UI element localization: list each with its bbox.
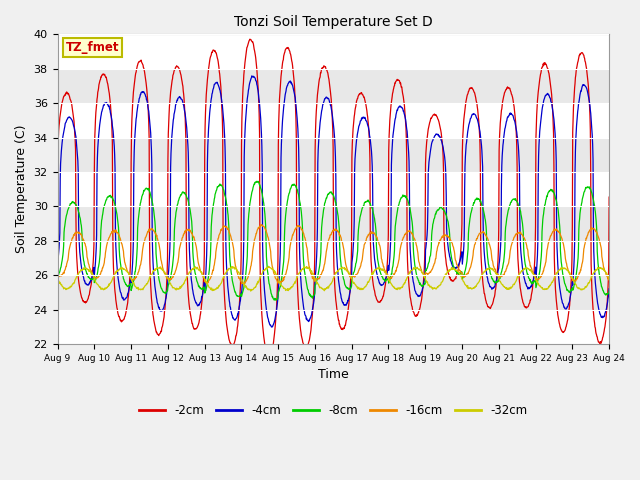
-16cm: [177, 242, 184, 248]
-8cm: [272, 297, 280, 303]
-32cm: [177, 284, 184, 289]
Bar: [58, 172, 609, 206]
-16cm: [163, 276, 171, 281]
-8cm: [177, 193, 184, 199]
Legend: -2cm, -4cm, -8cm, -16cm, -32cm: -2cm, -4cm, -8cm, -16cm, -32cm: [134, 399, 532, 422]
-4cm: [492, 280, 499, 286]
Bar: [58, 310, 609, 344]
Bar: [58, 103, 609, 138]
-32cm: [265, 264, 273, 269]
-16cm: [54, 273, 61, 278]
-8cm: [163, 288, 171, 294]
-2cm: [54, 194, 61, 200]
-2cm: [420, 277, 428, 283]
-8cm: [605, 288, 613, 294]
Line: -4cm: -4cm: [58, 76, 609, 327]
-32cm: [420, 272, 428, 278]
-8cm: [54, 274, 61, 280]
Line: -8cm: -8cm: [58, 181, 609, 300]
-2cm: [266, 353, 273, 359]
-8cm: [492, 279, 499, 285]
-4cm: [54, 261, 61, 267]
Title: Tonzi Soil Temperature Set D: Tonzi Soil Temperature Set D: [234, 15, 433, 29]
-8cm: [420, 282, 428, 288]
-2cm: [163, 279, 171, 285]
Bar: [58, 206, 609, 241]
-32cm: [541, 287, 548, 292]
-32cm: [238, 276, 246, 282]
-32cm: [54, 275, 61, 281]
Bar: [58, 35, 609, 69]
-2cm: [246, 36, 254, 42]
-2cm: [238, 116, 246, 121]
Line: -16cm: -16cm: [58, 225, 609, 284]
-32cm: [492, 271, 499, 276]
Text: TZ_fmet: TZ_fmet: [66, 41, 119, 54]
X-axis label: Time: Time: [318, 368, 349, 381]
-8cm: [238, 292, 246, 298]
Bar: [58, 69, 609, 103]
-16cm: [238, 281, 246, 287]
-4cm: [163, 290, 171, 296]
-2cm: [492, 286, 499, 292]
-16cm: [258, 222, 266, 228]
-2cm: [541, 62, 548, 68]
-4cm: [420, 281, 428, 287]
-16cm: [239, 281, 247, 287]
-16cm: [605, 277, 613, 283]
-32cm: [163, 273, 171, 279]
Line: -32cm: -32cm: [58, 266, 609, 291]
-2cm: [605, 194, 613, 200]
-4cm: [268, 324, 276, 330]
-16cm: [492, 269, 499, 275]
Y-axis label: Soil Temperature (C): Soil Temperature (C): [15, 125, 28, 253]
-16cm: [420, 272, 428, 278]
-8cm: [541, 205, 548, 211]
-32cm: [247, 288, 255, 294]
-8cm: [254, 179, 262, 184]
-4cm: [177, 94, 184, 100]
-32cm: [605, 276, 613, 282]
Bar: [58, 241, 609, 275]
-2cm: [177, 69, 184, 75]
-4cm: [605, 286, 613, 292]
-4cm: [238, 287, 246, 293]
Bar: [58, 138, 609, 172]
Bar: [58, 275, 609, 310]
-4cm: [541, 96, 548, 102]
Line: -2cm: -2cm: [58, 39, 609, 356]
-16cm: [541, 264, 548, 270]
-4cm: [248, 73, 256, 79]
